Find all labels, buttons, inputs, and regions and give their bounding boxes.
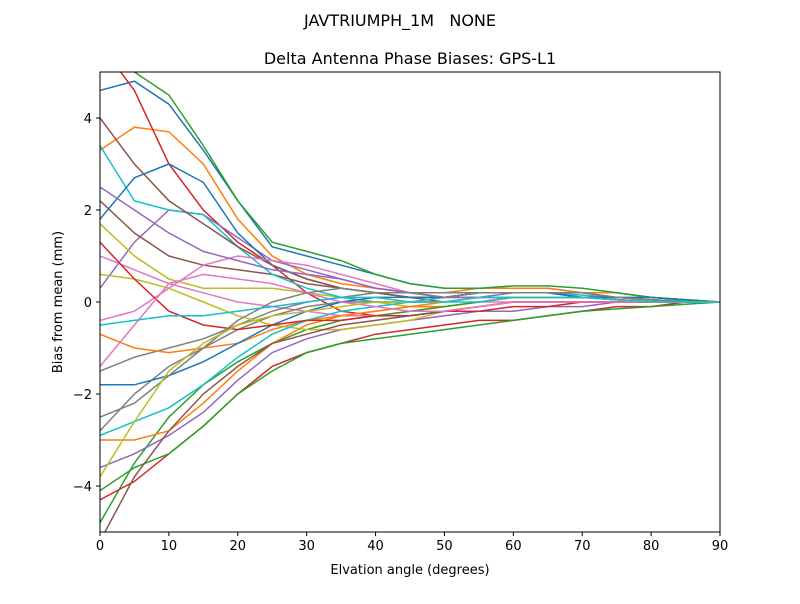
x-tick-label: 40: [367, 539, 384, 554]
series-line-12: [100, 296, 720, 354]
series-line-8: [100, 292, 720, 372]
series-line-27: [100, 273, 720, 367]
x-tick-label: 20: [230, 539, 247, 554]
x-axis-label: Elvation angle (degrees): [330, 563, 489, 578]
series-line-14: [100, 301, 720, 501]
series-line-4: [119, 72, 720, 317]
x-tick-label: 30: [298, 539, 315, 554]
series-line-16: [100, 117, 720, 303]
series-line-29: [100, 296, 720, 478]
series-lines: [100, 72, 720, 532]
series-line-10: [100, 145, 720, 303]
series-line-23: [100, 301, 720, 492]
series-line-11: [100, 163, 720, 303]
y-axis: −4 −2 0 2 4: [73, 112, 100, 495]
y-tick-label: −2: [73, 388, 92, 403]
series-line-2: [100, 126, 720, 303]
x-tick-label: 0: [96, 539, 104, 554]
series-line-5: [100, 209, 720, 303]
series-line-3: [133, 72, 720, 303]
series-line-26: [104, 301, 720, 532]
chart-title: Delta Antenna Phase Biases: GPS-L1: [264, 49, 556, 68]
series-line-13: [100, 296, 720, 524]
x-tick-label: 10: [161, 539, 178, 554]
x-tick-label: 90: [712, 539, 729, 554]
y-tick-label: 4: [84, 112, 92, 127]
y-tick-label: 2: [84, 204, 92, 219]
series-line-1: [100, 80, 720, 303]
series-line-15: [100, 301, 720, 469]
series-line-6: [100, 200, 720, 303]
y-tick-label: −4: [73, 480, 92, 495]
series-line-28: [100, 287, 720, 418]
y-tick-label: 0: [84, 296, 92, 311]
x-tick-label: 70: [574, 539, 591, 554]
figure-suptitle: JAVTRIUMPH_1M NONE: [303, 11, 496, 31]
y-axis-label: Bias from mean (mm): [51, 231, 66, 373]
x-tick-label: 50: [436, 539, 453, 554]
x-tick-label: 60: [505, 539, 522, 554]
x-tick-label: 80: [643, 539, 660, 554]
x-axis: 0 10 20 30 40 50 60 70 80 90: [96, 532, 728, 554]
series-line-30: [100, 296, 720, 326]
